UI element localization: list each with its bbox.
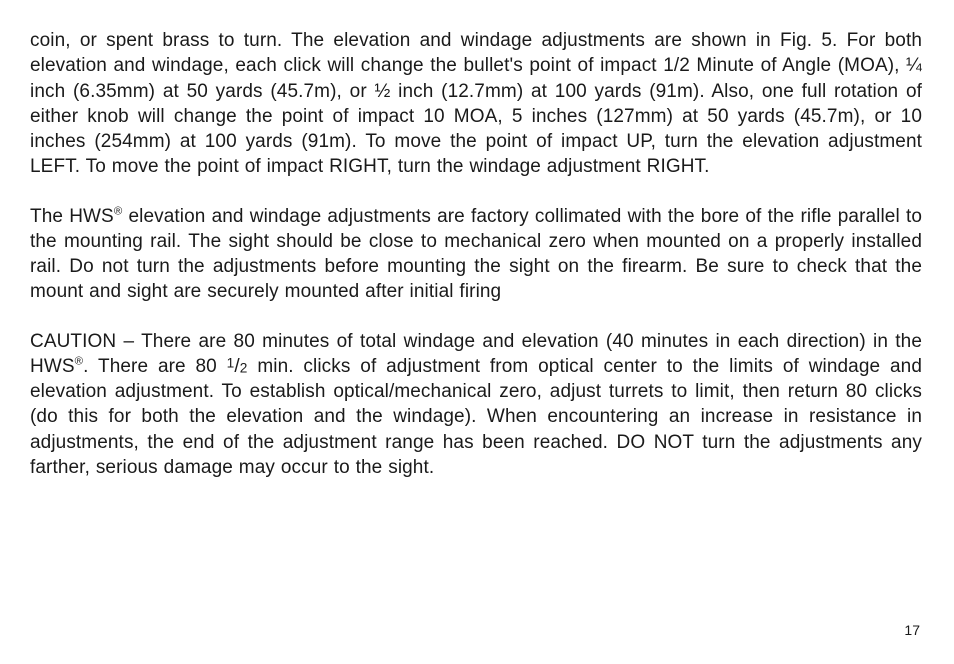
body-paragraph-3: CAUTION – There are 80 minutes of total …	[30, 329, 922, 481]
document-page: coin, or spent brass to turn. The elevat…	[0, 0, 954, 664]
page-number: 17	[904, 622, 920, 638]
body-paragraph-1: coin, or spent brass to turn. The elevat…	[30, 28, 922, 180]
body-paragraph-2: The HWS® elevation and windage adjustmen…	[30, 204, 922, 305]
